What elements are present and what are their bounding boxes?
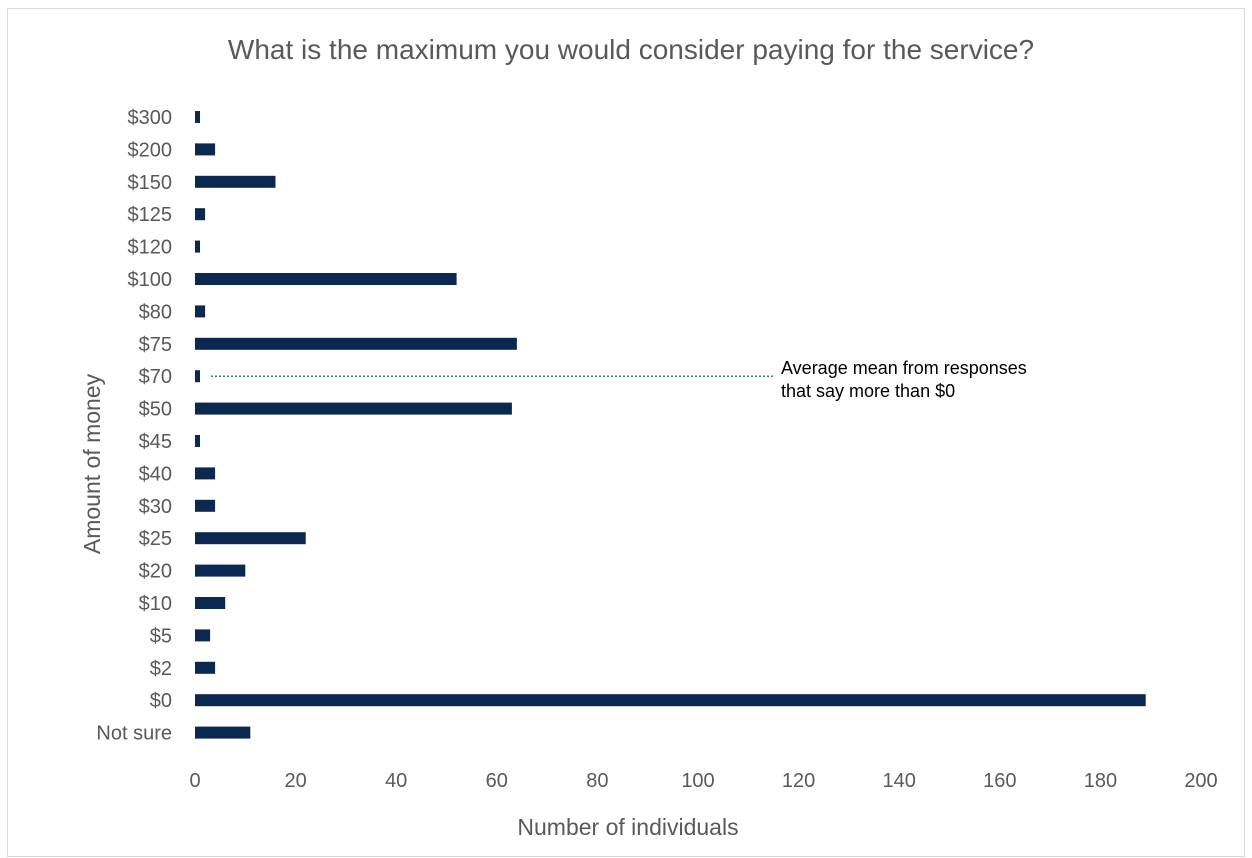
x-tick-label-160: 160	[983, 770, 1016, 792]
y-tick-label-75: $75	[139, 334, 172, 356]
y-tick-label-150: $150	[128, 172, 173, 194]
bar-40	[195, 467, 216, 480]
bar-5	[195, 629, 211, 642]
bar-300	[195, 111, 200, 123]
bar-chart: What is the maximum you would consider p…	[79, 34, 1218, 840]
bar-45	[195, 435, 200, 447]
y-tick-label-40: $40	[139, 463, 172, 485]
y-tick-label-100: $100	[128, 269, 173, 291]
x-tick-label-120: 120	[782, 770, 815, 792]
y-tick-label-30: $30	[139, 496, 172, 518]
y-tick-label-120: $120	[128, 237, 173, 259]
bar-120	[195, 240, 200, 253]
y-axis-title: Amount of money	[79, 373, 105, 554]
bar-150	[195, 175, 276, 188]
y-tick-labels: $300 $200 $150 $125 $120 $100 $80 $75 $70 $50 $45 $…	[96, 107, 172, 745]
bar-10	[195, 597, 226, 609]
x-tick-label-20: 20	[284, 770, 306, 792]
chart-frame: What is the maximum you would consider p…	[7, 8, 1245, 857]
y-tick-label-25: $25	[139, 528, 172, 550]
bars-group	[195, 111, 1146, 739]
y-tick-label-10: $10	[139, 593, 172, 615]
x-tick-label-80: 80	[586, 770, 608, 792]
x-tick-label-60: 60	[486, 770, 508, 792]
x-tick-label-180: 180	[1084, 770, 1117, 792]
bar-200	[195, 143, 216, 156]
y-tick-label-200: $200	[128, 139, 173, 161]
bar-70	[195, 370, 200, 383]
annotation-text-line1: Average mean from responses	[781, 358, 1027, 378]
x-tick-label-140: 140	[883, 770, 916, 792]
y-tick-label-2: $2	[150, 658, 172, 680]
x-tick-labels: 0 20 40 60 80 100 120 140 160 180 200	[189, 770, 1217, 792]
x-tick-label-40: 40	[385, 770, 407, 792]
bar-2	[195, 661, 216, 674]
y-tick-label-0: $0	[150, 690, 172, 712]
x-tick-label-0: 0	[189, 770, 200, 792]
y-tick-label-125: $125	[128, 204, 173, 226]
x-tick-label-100: 100	[681, 770, 714, 792]
y-tick-label-300: $300	[128, 107, 173, 129]
y-tick-label-5: $5	[150, 625, 172, 647]
bar-80	[195, 305, 206, 318]
bar-100	[195, 273, 457, 285]
y-tick-label-not-sure: Not sure	[96, 723, 172, 745]
x-axis-title: Number of individuals	[517, 814, 738, 840]
bar-not-sure	[195, 726, 251, 739]
bar-20	[195, 564, 246, 577]
bar-0	[195, 694, 1146, 707]
bar-25	[195, 532, 306, 545]
bar-75	[195, 337, 517, 350]
bar-50	[195, 402, 512, 415]
y-tick-label-70: $70	[139, 366, 172, 388]
y-tick-label-45: $45	[139, 431, 172, 453]
x-tick-label-200: 200	[1184, 770, 1217, 792]
y-tick-label-80: $80	[139, 301, 172, 323]
chart-title: What is the maximum you would consider p…	[228, 34, 1034, 65]
y-tick-label-20: $20	[139, 561, 172, 583]
y-tick-label-50: $50	[139, 399, 172, 421]
bar-30	[195, 499, 216, 512]
annotation-text-line2: that say more than $0	[781, 381, 955, 401]
bar-125	[195, 208, 206, 221]
